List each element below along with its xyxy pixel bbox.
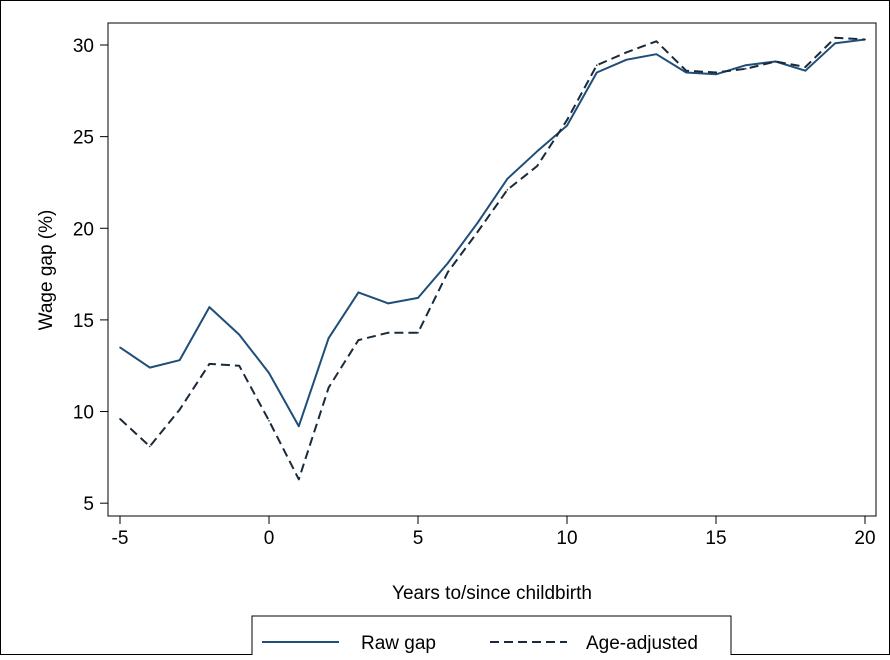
data-point-age-adjusted xyxy=(447,271,449,274)
data-point-age-adjusted xyxy=(655,40,658,43)
data-point-age-adjusted xyxy=(238,364,240,367)
data-point-raw-gap xyxy=(119,346,121,349)
data-point-age-adjusted xyxy=(774,60,777,63)
data-point-raw-gap xyxy=(417,297,419,299)
data-point-age-adjusted xyxy=(864,38,866,41)
x-tick-label: 20 xyxy=(854,528,875,549)
y-axis-label: Wage gap (%) xyxy=(36,210,57,331)
data-point-age-adjusted xyxy=(566,119,568,121)
data-point-raw-gap xyxy=(178,359,181,362)
data-point-age-adjusted xyxy=(685,69,687,72)
y-tick-label: 10 xyxy=(73,403,94,424)
legend-label-raw-gap: Raw gap xyxy=(361,633,436,654)
x-axis: -5 0 5 10 15 20 xyxy=(112,516,876,549)
data-point-raw-gap xyxy=(476,222,479,224)
data-point-age-adjusted xyxy=(149,445,151,448)
data-point-age-adjusted xyxy=(596,64,598,66)
y-axis: 5 10 15 20 25 30 xyxy=(73,36,108,515)
data-point-age-adjusted xyxy=(119,418,121,420)
series-layer xyxy=(119,36,866,481)
data-point-raw-gap xyxy=(327,337,330,340)
data-point-age-adjusted xyxy=(208,363,211,365)
legend-box xyxy=(251,615,732,660)
data-point-raw-gap xyxy=(387,302,390,305)
data-point-raw-gap xyxy=(208,306,211,308)
data-point-age-adjusted xyxy=(476,231,479,233)
x-tick-label: 10 xyxy=(556,528,577,549)
data-point-age-adjusted xyxy=(298,478,300,481)
x-tick-label: 5 xyxy=(413,528,424,549)
series-line-age-adjusted xyxy=(119,36,866,481)
data-point-raw-gap xyxy=(804,69,807,72)
data-point-raw-gap xyxy=(625,58,628,61)
data-point-raw-gap xyxy=(596,71,598,74)
data-point-age-adjusted xyxy=(178,408,181,411)
y-tick-label: 15 xyxy=(73,311,94,332)
data-point-age-adjusted xyxy=(417,331,419,334)
data-point-raw-gap xyxy=(268,372,270,374)
data-point-age-adjusted xyxy=(357,339,360,341)
data-point-age-adjusted xyxy=(387,331,390,334)
plot-area xyxy=(107,22,877,517)
x-tick-label: 0 xyxy=(264,528,275,549)
data-point-age-adjusted xyxy=(625,51,628,54)
data-point-age-adjusted xyxy=(506,189,509,191)
x-tick-label: -5 xyxy=(112,528,129,549)
data-point-age-adjusted xyxy=(327,386,330,389)
data-point-raw-gap xyxy=(357,291,360,294)
data-point-raw-gap xyxy=(149,366,151,369)
y-tick-label: 20 xyxy=(73,219,94,240)
data-point-age-adjusted xyxy=(834,36,836,39)
data-point-age-adjusted xyxy=(715,71,717,74)
data-point-age-adjusted xyxy=(745,68,747,70)
data-point-raw-gap xyxy=(715,73,717,76)
x-tick-label: 15 xyxy=(705,528,726,549)
legend: Raw gap Age-adjusted xyxy=(251,615,732,660)
data-point-raw-gap xyxy=(536,150,538,153)
data-point-raw-gap xyxy=(834,42,836,44)
data-point-age-adjusted xyxy=(536,165,538,167)
data-point-raw-gap xyxy=(506,178,509,180)
series-line-raw-gap xyxy=(119,38,866,428)
y-tick-label: 25 xyxy=(73,128,94,149)
data-point-age-adjusted xyxy=(804,66,807,68)
data-point-raw-gap xyxy=(745,64,747,66)
data-point-raw-gap xyxy=(685,71,687,74)
data-point-raw-gap xyxy=(566,124,568,127)
data-point-raw-gap xyxy=(655,53,658,55)
legend-label-age-adjusted: Age-adjusted xyxy=(586,633,698,654)
y-tick-label: 30 xyxy=(73,36,94,57)
x-axis-label: Years to/since childbirth xyxy=(392,583,592,604)
data-point-raw-gap xyxy=(298,425,300,428)
y-tick-label: 5 xyxy=(83,494,94,515)
data-point-raw-gap xyxy=(447,262,449,264)
data-point-age-adjusted xyxy=(268,419,270,422)
data-point-raw-gap xyxy=(238,333,240,336)
